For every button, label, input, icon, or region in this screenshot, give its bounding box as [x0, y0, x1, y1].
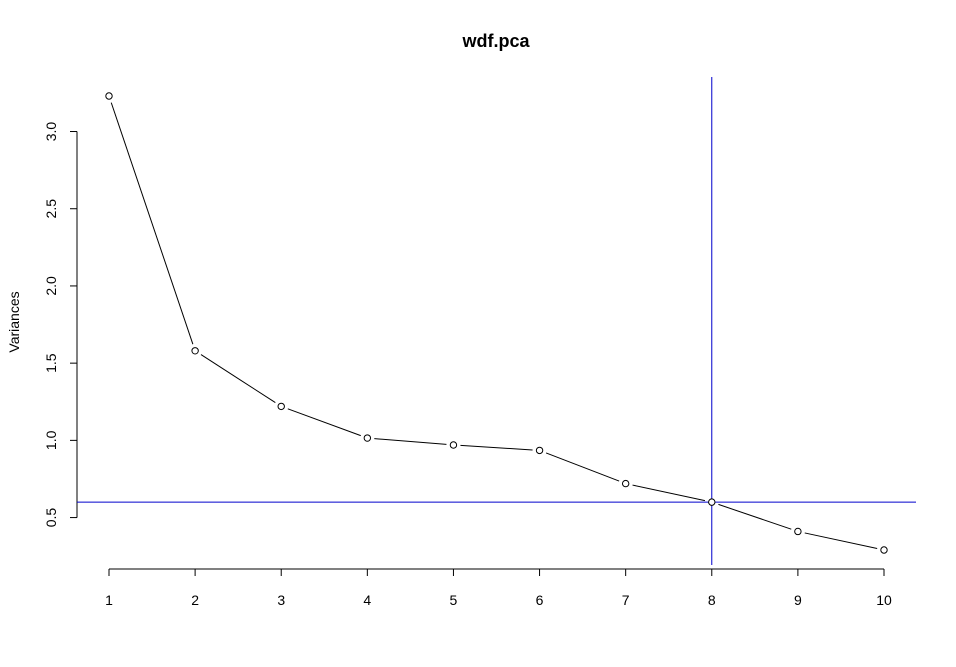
reference-lines [77, 77, 916, 565]
x-tick-label: 5 [450, 592, 458, 608]
x-tick-label: 9 [794, 592, 802, 608]
y-axis: 0.5 1.0 1.5 2.0 2.5 3.0 [43, 122, 78, 528]
data-point [105, 92, 113, 100]
x-tick-label: 3 [277, 592, 285, 608]
data-point [363, 434, 372, 442]
data-point [535, 446, 544, 455]
x-tick-label: 8 [708, 592, 716, 608]
y-tick-label: 2.5 [43, 199, 59, 219]
x-tick-label: 2 [191, 592, 199, 608]
series-line-segment [374, 438, 447, 445]
y-tick-label: 1.0 [43, 430, 59, 450]
data-point [621, 479, 630, 488]
y-axis-label: Variances [6, 291, 22, 352]
x-tick-label: 10 [876, 592, 892, 608]
data-point [708, 498, 716, 506]
y-tick-label: 3.0 [43, 122, 59, 142]
data-point [880, 546, 888, 554]
x-axis: 1 2 3 4 5 6 7 8 9 10 [105, 568, 892, 608]
x-tick-label: 6 [536, 592, 544, 608]
x-tick-label: 7 [622, 592, 630, 608]
data-point [277, 402, 285, 411]
data-point [794, 527, 802, 536]
series-line-segment [718, 503, 792, 530]
chart-title: wdf.pca [461, 31, 530, 51]
series-line-segment [632, 484, 706, 502]
y-tick-label: 1.5 [43, 353, 59, 373]
series-group [105, 92, 888, 554]
x-tick-label: 4 [363, 592, 371, 608]
series-line-segment [110, 102, 194, 345]
series-line-segment [804, 532, 878, 550]
y-tick-label: 2.0 [43, 276, 59, 296]
series-line-segment [287, 408, 361, 437]
series-line-segment [545, 452, 620, 482]
series-line-segment [460, 444, 533, 451]
data-point [449, 441, 458, 449]
y-tick-label: 0.5 [43, 508, 59, 528]
series-line-segment [200, 354, 276, 404]
data-point [191, 347, 199, 355]
x-tick-label: 1 [105, 592, 113, 608]
